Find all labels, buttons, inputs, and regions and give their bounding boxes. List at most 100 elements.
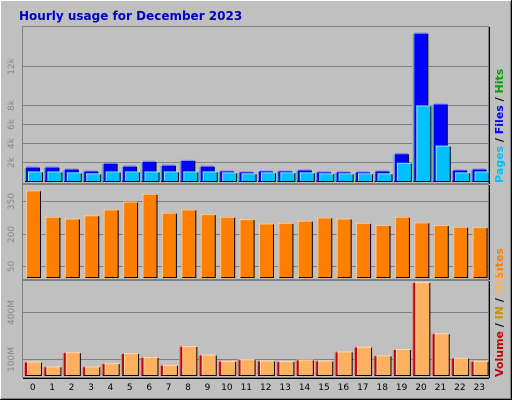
bar-sites-3 — [84, 215, 100, 278]
bar-sites-0 — [26, 190, 41, 278]
bar-sites-22 — [453, 226, 469, 278]
bar-pages-4 — [105, 171, 121, 182]
bar-out-20 — [415, 282, 431, 376]
bar-sites-11 — [239, 219, 255, 278]
bar-pages-2 — [66, 172, 82, 182]
bar-out-16 — [337, 351, 353, 376]
x-tick-label: 10 — [221, 383, 233, 393]
bar-pages-7 — [163, 171, 179, 182]
legend-item: Hits — [493, 68, 506, 93]
legend-item: / — [493, 134, 506, 146]
legend-item: Files — [493, 105, 506, 135]
legend-item: Volume — [493, 331, 506, 377]
bar-pages-18 — [377, 173, 393, 182]
bar-out-3 — [85, 366, 101, 376]
x-tick-label: 2 — [69, 383, 75, 393]
bar-out-4 — [104, 363, 120, 376]
bar-sites-20 — [414, 222, 430, 278]
bar-pages-22 — [455, 172, 471, 182]
bar-out-18 — [376, 355, 392, 376]
x-axis: 0 1 2 3 4 5 6 7 8 9 10 11 12 13 14 15 16 17 18 19 20 21 22 23 — [30, 383, 485, 393]
x-tick-label: 13 — [279, 383, 290, 393]
chart-panels: 2k 4k 6k 8k 12k Pages / Files / Hits 50 200 350 S… — [7, 26, 506, 379]
legend-item: Sites — [493, 248, 506, 279]
bar-pages-9 — [202, 171, 218, 182]
x-tick-label: 22 — [454, 383, 465, 393]
bar-out-8 — [182, 345, 198, 376]
bar-out-7 — [162, 364, 178, 376]
bar-pages-14 — [299, 172, 315, 182]
x-tick-label: 11 — [241, 383, 252, 393]
x-tick-label: 18 — [376, 383, 388, 393]
bar-sites-18 — [375, 225, 391, 278]
bar-out-9 — [201, 354, 217, 376]
bar-out-14 — [298, 359, 314, 376]
bar-sites-10 — [220, 216, 236, 278]
legend-item: Pages — [493, 145, 506, 183]
bar-sites-15 — [317, 217, 333, 278]
panel-frame — [22, 184, 489, 280]
bar-pages-13 — [280, 172, 296, 182]
chart-title: Hourly usage for December 2023 — [19, 9, 242, 23]
bar-pages-23 — [474, 171, 490, 182]
bar-pages-20 — [416, 105, 432, 182]
panel-sites: 50 200 350 Sites — [7, 184, 506, 281]
bar-pages-17 — [358, 173, 374, 182]
y-tick-label: 8k — [7, 99, 17, 111]
y-tick-label: 12k — [7, 57, 17, 74]
bar-out-5 — [124, 352, 140, 376]
y-tick-label: 100M — [7, 347, 17, 372]
bar-sites-8 — [181, 209, 197, 278]
legend-hits: Pages / Files / Hits — [493, 68, 506, 183]
bar-pages-10 — [222, 172, 238, 182]
bar-sites-17 — [356, 222, 372, 278]
x-tick-label: 16 — [338, 383, 350, 393]
x-tick-label: 14 — [299, 383, 311, 393]
x-tick-label: 7 — [166, 383, 172, 393]
bar-out-21 — [434, 333, 450, 376]
bar-sites-23 — [472, 227, 488, 278]
bar-out-10 — [221, 360, 237, 376]
bar-out-17 — [357, 346, 373, 376]
bar-pages-16 — [338, 173, 354, 182]
y-tick-label: 2k — [7, 156, 17, 168]
bar-sites-14 — [297, 220, 313, 278]
bar-pages-8 — [183, 171, 199, 182]
bar-pages-11 — [241, 173, 257, 182]
bar-sites-21 — [433, 225, 449, 278]
bar-out-2 — [65, 352, 81, 376]
bar-sites-13 — [278, 222, 294, 278]
bar-sites-1 — [45, 216, 61, 278]
legend-item: / — [493, 93, 506, 105]
bar-pages-15 — [319, 173, 335, 182]
x-tick-label: 15 — [318, 383, 329, 393]
x-tick-label: 9 — [205, 383, 211, 393]
legend-sites: Sites — [493, 248, 506, 279]
bar-sites-16 — [336, 218, 352, 278]
x-tick-label: 21 — [435, 383, 446, 393]
bar-out-6 — [143, 356, 159, 376]
y-tick-label: 350 — [7, 193, 17, 210]
legend-item: IN — [493, 306, 506, 319]
x-tick-label: 1 — [49, 383, 55, 393]
bar-pages-12 — [261, 172, 276, 182]
panel-hits: 2k 4k 6k 8k 12k Pages / Files / Hits — [7, 26, 506, 185]
legend-item: OUT — [493, 268, 506, 294]
y-tick-label: 400M — [7, 300, 17, 325]
bar-pages-19 — [396, 162, 412, 182]
bar-sites-9 — [200, 214, 216, 278]
x-tick-label: 5 — [127, 383, 133, 393]
bar-out-1 — [46, 366, 62, 376]
y-tick-label: 4k — [7, 137, 17, 149]
x-tick-label: 19 — [396, 383, 408, 393]
x-tick-label: 4 — [108, 383, 114, 393]
x-tick-label: 17 — [357, 383, 368, 393]
y-tick-label: 50 — [7, 261, 17, 273]
x-tick-label: 20 — [415, 383, 427, 393]
x-tick-label: 12 — [260, 383, 271, 393]
bar-sites-5 — [123, 201, 139, 278]
bar-pages-21 — [435, 145, 451, 182]
bar-out-11 — [240, 359, 256, 376]
bar-sites-2 — [64, 218, 80, 278]
